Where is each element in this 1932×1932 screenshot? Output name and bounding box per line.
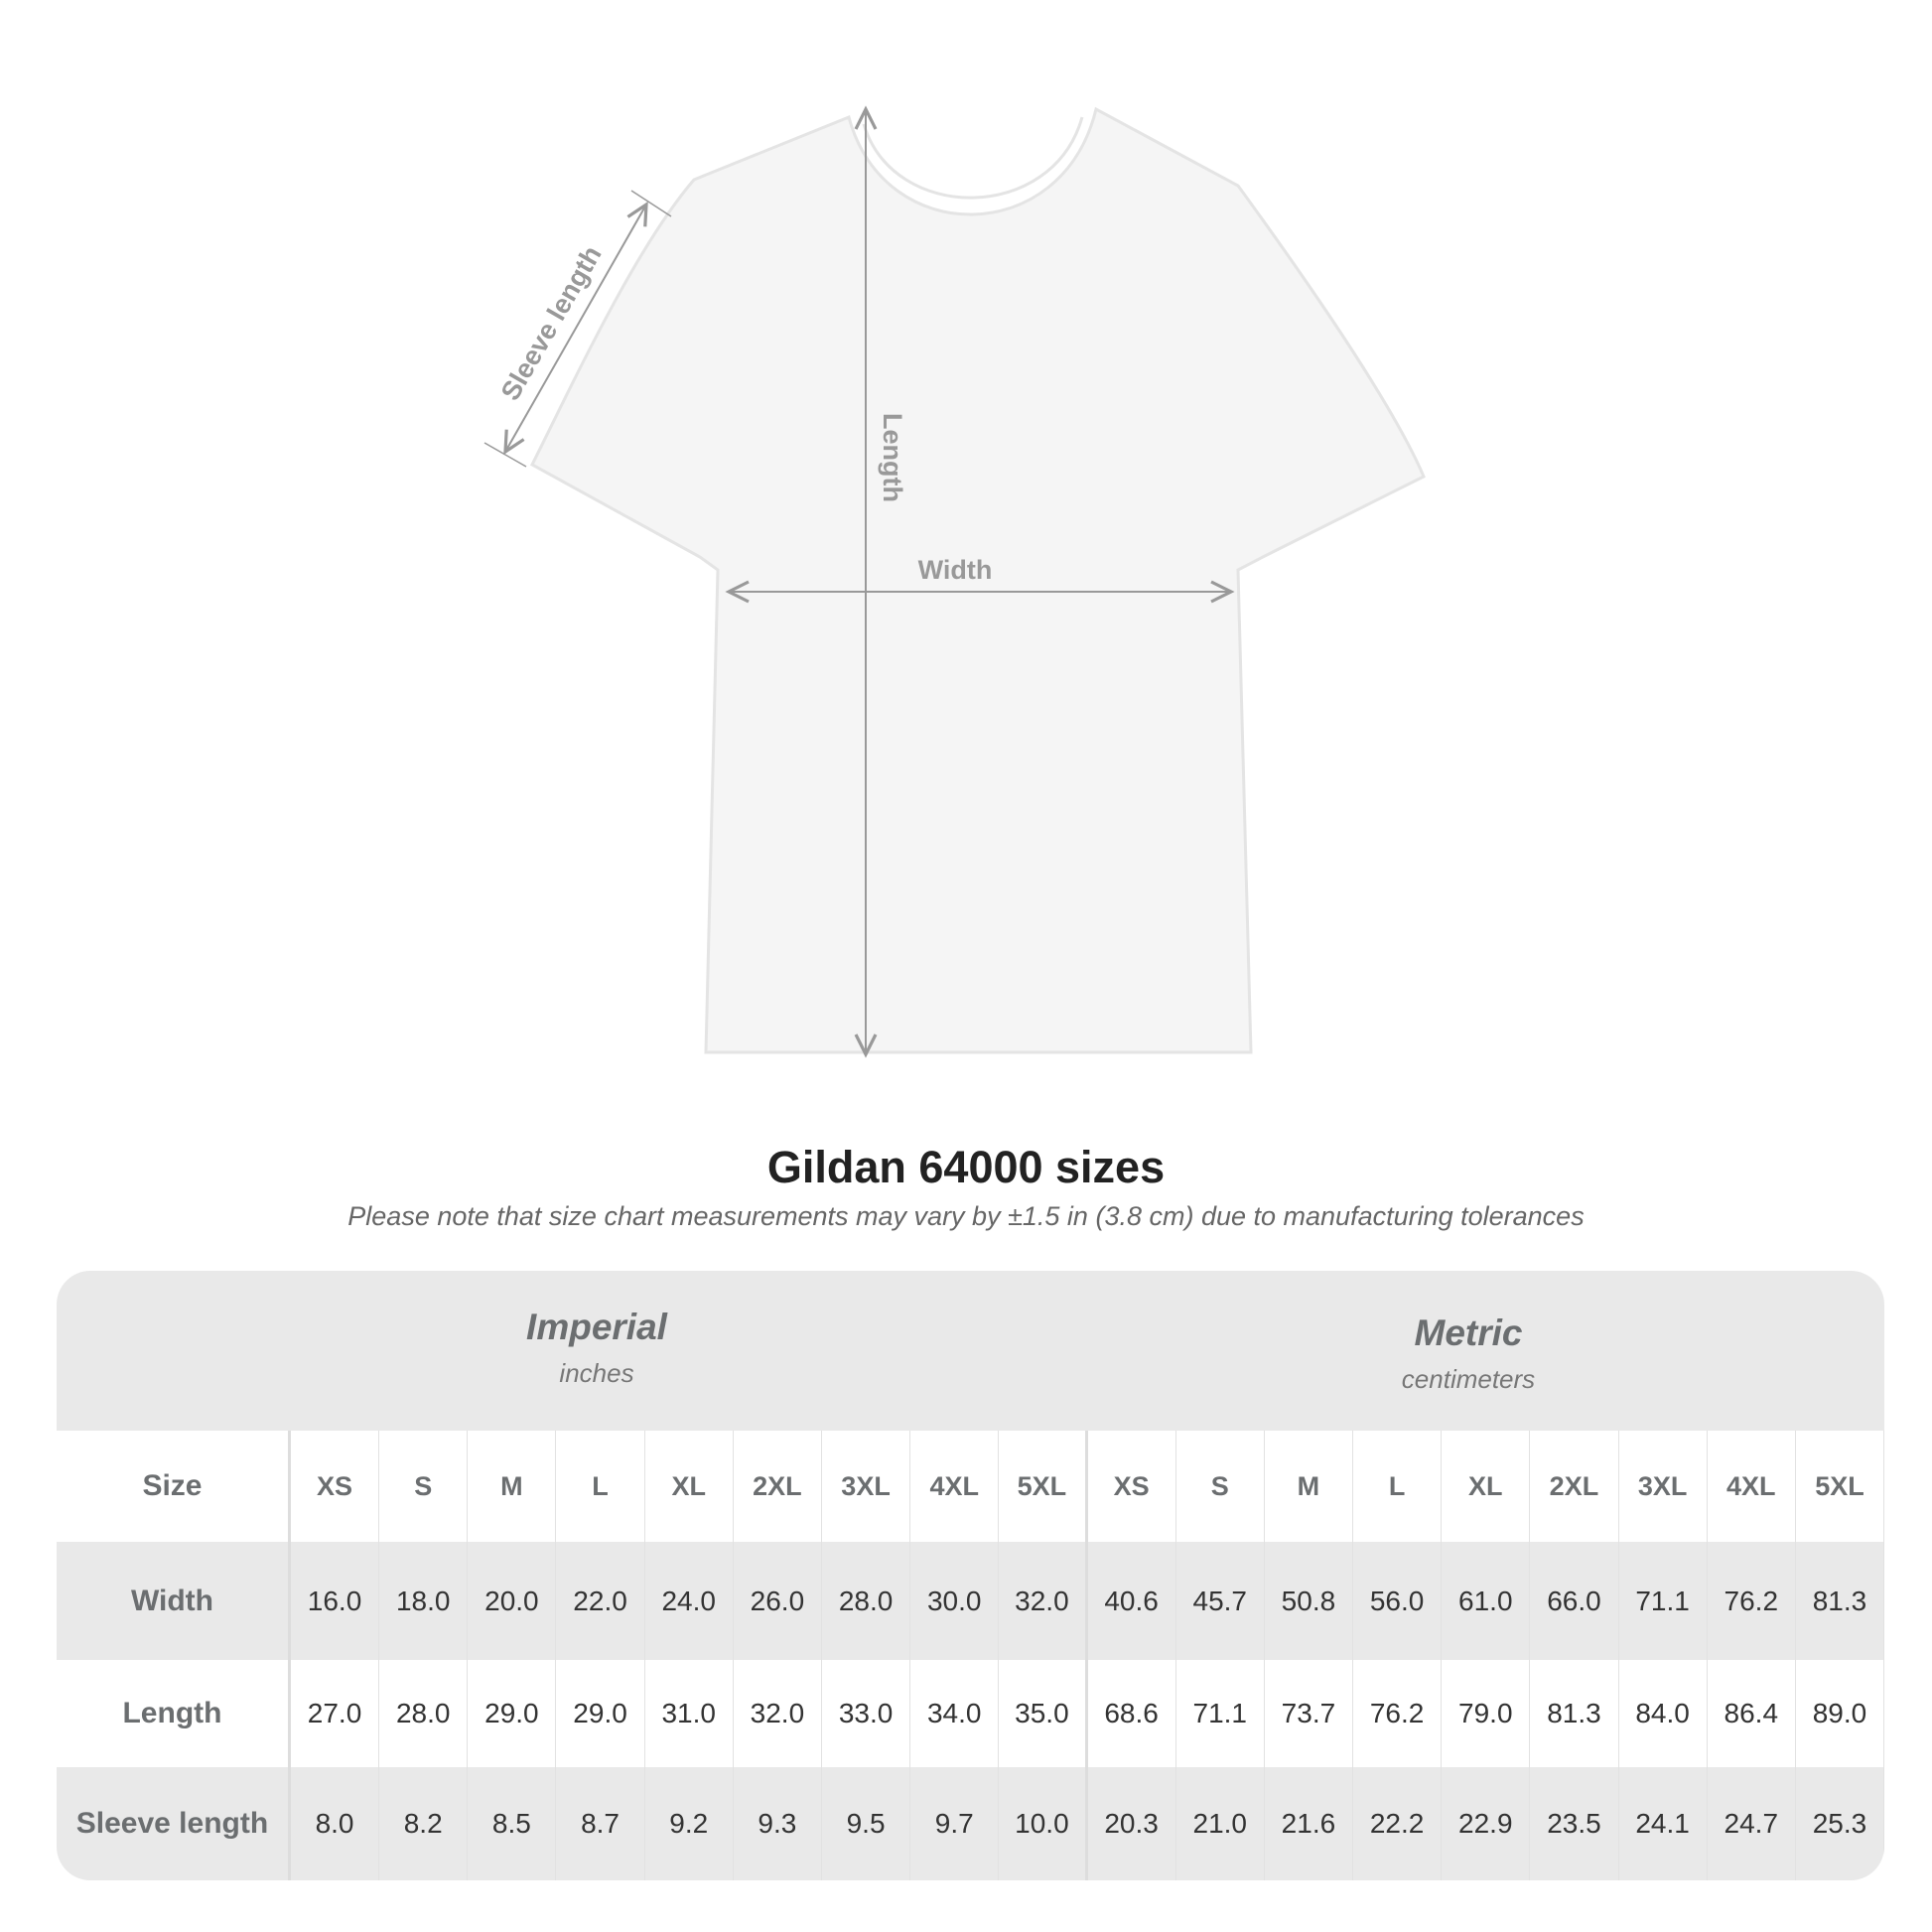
size-header-cell: M [1265,1431,1354,1542]
value-cell: 81.3 [1796,1542,1884,1660]
value-cell: 18.0 [379,1542,469,1660]
row-label: Length [57,1660,291,1767]
table-row: Width 16.0 18.0 20.0 22.0 24.0 26.0 28.0 30.0 32.… [57,1542,1884,1660]
metric-header: Metric centimeters [1171,1312,1766,1395]
value-cell: 30.0 [910,1542,1000,1660]
value-cell: 23.5 [1530,1767,1619,1880]
sleeve-arrow [503,201,648,456]
size-header-cell: 3XL [822,1431,911,1542]
value-cell: 9.3 [734,1767,822,1880]
size-header-cell: 2XL [1530,1431,1619,1542]
size-header-cell: L [1353,1431,1443,1542]
table-header: Imperial inches Metric centimeters [57,1271,1884,1431]
size-header-cell: L [556,1431,645,1542]
value-cell: 9.5 [822,1767,911,1880]
value-cell: 8.0 [291,1767,380,1880]
value-cell: 32.0 [999,1542,1088,1660]
value-cell: 16.0 [291,1542,380,1660]
value-cell: 21.6 [1265,1767,1354,1880]
table-row: Size XS S M L XL 2XL 3XL 4XL 5XL XS S M L XL 2XL 3XL 4XL 5… [57,1431,1884,1542]
value-cell: 24.0 [645,1542,734,1660]
value-cell: 24.1 [1619,1767,1708,1880]
value-cell: 9.7 [910,1767,1000,1880]
value-cell: 29.0 [468,1660,557,1767]
value-cell: 9.2 [645,1767,734,1880]
value-cell: 76.2 [1708,1542,1796,1660]
value-cell: 34.0 [910,1660,1000,1767]
value-cell: 8.7 [556,1767,645,1880]
size-header-cell: XS [1088,1431,1176,1542]
value-cell: 22.9 [1442,1767,1531,1880]
page-title: Gildan 64000 sizes [766,1142,1166,1192]
value-cell: 40.6 [1088,1542,1176,1660]
table-row: Length 27.0 28.0 29.0 29.0 31.0 32.0 33.0 34.0 35… [57,1660,1884,1767]
length-label: Length [878,413,907,502]
row-label: Sleeve length [57,1767,291,1880]
value-cell: 71.1 [1176,1660,1265,1767]
value-cell: 35.0 [999,1660,1088,1767]
size-header-cell: 3XL [1619,1431,1708,1542]
size-header-cell: S [1176,1431,1265,1542]
value-cell: 29.0 [556,1660,645,1767]
tolerance-note: Please note that size chart measurements… [347,1201,1585,1231]
size-header-cell: 5XL [1796,1431,1884,1542]
value-cell: 21.0 [1176,1767,1265,1880]
value-cell: 32.0 [734,1660,822,1767]
value-cell: 81.3 [1530,1660,1619,1767]
imperial-header: Imperial inches [299,1307,895,1389]
value-cell: 79.0 [1442,1660,1531,1767]
size-header-cell: XL [645,1431,734,1542]
value-cell: 31.0 [645,1660,734,1767]
size-header-cell: 4XL [1708,1431,1796,1542]
value-cell: 45.7 [1176,1542,1265,1660]
size-header-cell: XS [291,1431,380,1542]
size-table: Imperial inches Metric centimeters Size X… [57,1271,1884,1880]
size-header-cell: 4XL [910,1431,1000,1542]
size-header-cell: M [468,1431,557,1542]
table-row: Sleeve length 8.0 8.2 8.5 8.7 9.2 9.3 9.5 9.7 10.… [57,1767,1884,1880]
value-cell: 27.0 [291,1660,380,1767]
value-cell: 28.0 [822,1542,911,1660]
imperial-unit: inches [559,1358,634,1388]
value-cell: 28.0 [379,1660,469,1767]
value-cell: 66.0 [1530,1542,1619,1660]
size-header-cell: XL [1442,1431,1531,1542]
size-header-cell: S [379,1431,469,1542]
row-label: Width [57,1542,291,1660]
row-label: Size [57,1431,291,1542]
width-label: Width [918,555,993,585]
value-cell: 22.2 [1353,1767,1443,1880]
value-cell: 56.0 [1353,1542,1443,1660]
value-cell: 73.7 [1265,1660,1354,1767]
imperial-title: Imperial [526,1307,667,1347]
value-cell: 71.1 [1619,1542,1708,1660]
value-cell: 50.8 [1265,1542,1354,1660]
value-cell: 26.0 [734,1542,822,1660]
size-header-cell: 2XL [734,1431,822,1542]
value-cell: 8.2 [379,1767,469,1880]
value-cell: 86.4 [1708,1660,1796,1767]
value-cell: 20.3 [1088,1767,1176,1880]
value-cell: 33.0 [822,1660,911,1767]
metric-unit: centimeters [1401,1364,1536,1394]
value-cell: 20.0 [468,1542,557,1660]
value-cell: 24.7 [1708,1767,1796,1880]
value-cell: 76.2 [1353,1660,1443,1767]
value-cell: 68.6 [1088,1660,1176,1767]
value-cell: 84.0 [1619,1660,1708,1767]
value-cell: 25.3 [1796,1767,1884,1880]
tshirt-diagram: Width Length Sleeve length [483,105,1426,1058]
value-cell: 22.0 [556,1542,645,1660]
value-cell: 10.0 [999,1767,1088,1880]
value-cell: 61.0 [1442,1542,1531,1660]
size-header-cell: 5XL [999,1431,1088,1542]
metric-title: Metric [1414,1312,1523,1353]
value-cell: 8.5 [468,1767,557,1880]
value-cell: 89.0 [1796,1660,1884,1767]
